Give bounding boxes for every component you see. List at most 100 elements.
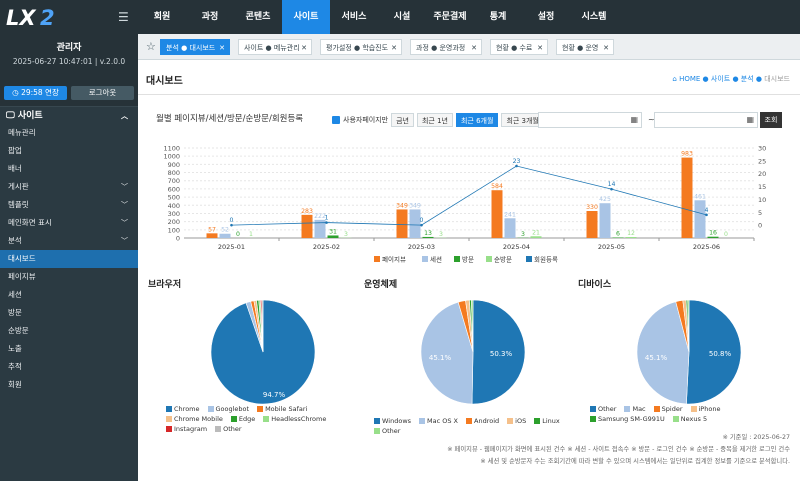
calendar-icon[interactable]: ▦ (630, 115, 638, 124)
y-tick-label: 200 (168, 218, 180, 226)
top-menu-item[interactable]: 과정 (201, 12, 219, 22)
breadcrumb-item[interactable]: HOME (679, 75, 701, 83)
breadcrumb-item[interactable]: 분석 (740, 75, 754, 83)
x-tick-label: 2025-06 (693, 243, 720, 251)
device-legend: Other Mac Spider iPhone Samsung SM-G991U Nexu… (590, 405, 790, 423)
user-page-checkbox[interactable] (332, 116, 340, 124)
legend-item: Edge (230, 415, 255, 423)
extend-session-button[interactable]: ◷ 29:58 연장 (4, 86, 67, 100)
sidebar-item[interactable]: 페이지뷰 (0, 268, 138, 286)
legend-item: Nexus 5 (672, 415, 707, 423)
tab[interactable]: 현황 ● 수료 ✕ (490, 39, 548, 55)
period-button[interactable]: 최근 6개월 (455, 113, 499, 127)
legend-label: Mac (632, 405, 646, 413)
close-icon[interactable]: ✕ (537, 44, 543, 52)
period-button[interactable]: 금년 (391, 113, 414, 127)
tab[interactable]: 분석 ● 대시보드 ✕ (160, 39, 230, 55)
y2-tick-label: 0 (758, 222, 762, 230)
tab-group: 사이트 (244, 44, 264, 52)
top-menu-item[interactable]: 주문결제 (433, 12, 467, 22)
top-menu-item[interactable]: 통계 (489, 12, 507, 22)
dot-separator: ● (753, 75, 765, 83)
search-button[interactable]: 조회 (760, 112, 782, 128)
sidebar-item[interactable]: 세션 (0, 286, 138, 304)
sidebar-item[interactable]: 배너 (0, 160, 138, 178)
y2-tick-label: 10 (758, 196, 766, 204)
end-date-input[interactable]: ▦ (654, 112, 758, 128)
dot-separator: ● (700, 75, 711, 83)
data-label: 283 (301, 208, 313, 215)
sidebar-item[interactable]: 노출 (0, 340, 138, 358)
tab[interactable]: 현황 ● 운영 ✕ (556, 39, 614, 55)
device-pie: 50.8% 45.1% (636, 299, 742, 405)
sidebar-item[interactable]: 게시판 ﹀ (0, 178, 138, 196)
sidebar-item[interactable]: 템플릿 ﹀ (0, 196, 138, 214)
start-date-input[interactable]: ▦ (538, 112, 642, 128)
breadcrumb-item[interactable]: 사이트 (710, 75, 731, 83)
top-menu-item[interactable]: 회원 (153, 12, 171, 22)
close-icon[interactable]: ✕ (219, 44, 225, 52)
sidebar-item[interactable]: 분석 ﹀ (0, 232, 138, 250)
chevron-up-icon: ︿ (121, 112, 128, 120)
star-icon[interactable]: ☆ (146, 40, 156, 53)
legend-item: Mac (624, 405, 646, 413)
bar (625, 237, 637, 238)
legend-label: Other (598, 405, 617, 413)
close-icon[interactable]: ✕ (301, 44, 307, 52)
top-menu-item[interactable]: 서비스 (341, 12, 367, 22)
data-label: 0 (230, 217, 234, 224)
top-menu-item[interactable]: 콘텐츠 (245, 12, 271, 22)
y-tick-label: 1100 (163, 145, 180, 153)
legend-item: Samsung SM-G991U (590, 415, 665, 423)
data-label: 983 (681, 151, 693, 158)
logout-button[interactable]: 로그아웃 (71, 86, 134, 100)
chevron-down-icon: ﹀ (121, 183, 128, 191)
sidebar-item-label: 템플릿 (8, 200, 29, 209)
sidebar-item[interactable]: 대시보드 (0, 250, 138, 268)
sidebar-section-site[interactable]: 🖵 사이트 ︿ (0, 106, 138, 124)
sidebar-item[interactable]: 메뉴관리 (0, 124, 138, 142)
tab[interactable]: 평가설정 ● 학습진도 ✕ (320, 39, 402, 55)
menu-toggle-icon[interactable]: ☰ (118, 10, 129, 24)
calendar-icon[interactable]: ▦ (746, 115, 754, 124)
pie-slice (636, 301, 690, 405)
sidebar-item[interactable]: 순방문 (0, 322, 138, 340)
top-menu-item[interactable]: 사이트 (282, 0, 330, 34)
top-menu-item[interactable]: 시설 (393, 12, 411, 22)
top-menu-item[interactable]: 설정 (537, 12, 555, 22)
sidebar-item-label: 페이지뷰 (8, 272, 36, 281)
tab[interactable]: 사이트 ● 메뉴관리 ✕ (238, 39, 312, 55)
legend-label: Other (223, 425, 242, 433)
close-icon[interactable]: ✕ (603, 44, 609, 52)
sidebar-item-label: 순방문 (8, 326, 29, 335)
monitor-icon: 🖵 (6, 111, 18, 121)
legend-item: Mobile Safari (257, 405, 307, 413)
bar (530, 236, 542, 238)
sidebar-item[interactable]: 팝업 (0, 142, 138, 160)
tab[interactable]: 과정 ● 운영과정 ✕ (410, 39, 482, 55)
legend-item: iPhone (690, 405, 720, 413)
sidebar-item[interactable]: 회원 (0, 376, 138, 394)
sidebar-item[interactable]: 방문 (0, 304, 138, 322)
tab-label: 운영과정 (439, 44, 466, 52)
data-label: 31 (329, 228, 337, 235)
sidebar-item[interactable]: 메인화면 표시 ﹀ (0, 214, 138, 232)
pie-slice (420, 301, 474, 405)
close-icon[interactable]: ✕ (391, 44, 397, 52)
legend-swatch (526, 256, 532, 262)
legend-label: Instagram (174, 425, 208, 433)
legend-label: Other (382, 427, 401, 435)
pie-slice (261, 299, 264, 353)
line-point (705, 213, 708, 217)
period-button[interactable]: 최근 1년 (416, 113, 453, 127)
sidebar-item-label: 메뉴관리 (8, 128, 36, 137)
svg-text:LX: LX (6, 6, 37, 30)
legend-item: Spider (653, 405, 683, 413)
tab-group: 현황 (496, 44, 509, 52)
legend-label: Linux (542, 417, 560, 425)
brand-logo[interactable]: LX 2 (6, 4, 70, 30)
top-menu-item[interactable]: 시스템 (581, 12, 607, 22)
legend-swatch (374, 428, 380, 434)
sidebar-item[interactable]: 추적 (0, 358, 138, 376)
close-icon[interactable]: ✕ (471, 44, 477, 52)
